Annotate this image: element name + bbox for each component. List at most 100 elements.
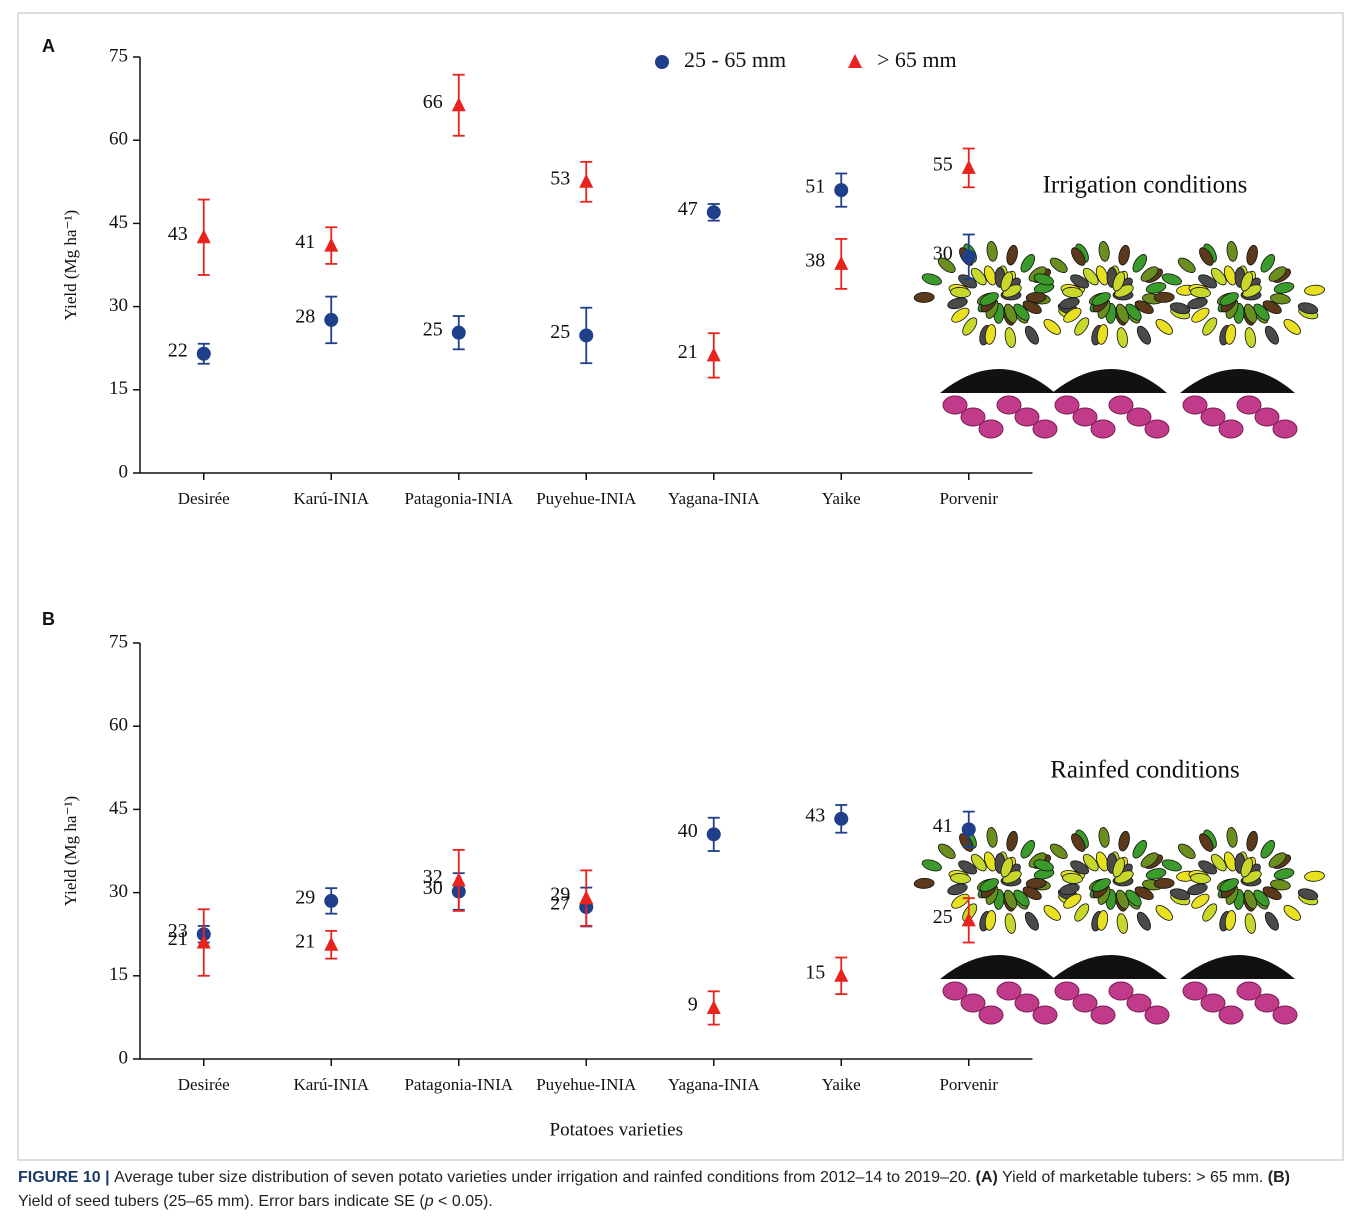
leaf	[1304, 870, 1325, 882]
leaf	[1210, 267, 1227, 286]
leaf	[921, 273, 942, 286]
leaf	[1155, 318, 1173, 335]
leaf	[1062, 873, 1083, 884]
leaf	[1116, 913, 1128, 934]
caption-text: Average tuber size distribution of seven…	[114, 1169, 976, 1186]
leaf	[970, 267, 987, 286]
leaf	[1297, 888, 1319, 901]
value-label: 53	[550, 167, 570, 189]
leaf	[1096, 851, 1109, 872]
leaf	[1190, 287, 1211, 298]
leaf	[958, 860, 978, 875]
caption-text: (A)	[975, 1169, 998, 1186]
value-label: 43	[805, 804, 825, 826]
tuber	[1108, 981, 1134, 1001]
value-label: 21	[168, 928, 188, 950]
value-label: 23	[168, 920, 188, 942]
leaf	[1273, 282, 1295, 294]
leaf	[1260, 840, 1276, 859]
figure-border	[17, 12, 1344, 1161]
x-tick-label: Karú-INIA	[293, 1075, 369, 1094]
tuber	[1236, 395, 1262, 415]
leaf	[1264, 911, 1279, 931]
leaf	[1226, 241, 1238, 262]
tuber	[1254, 993, 1280, 1013]
marker	[706, 827, 721, 842]
leaf	[1096, 324, 1109, 345]
leaf	[1013, 889, 1030, 907]
tuber	[1200, 993, 1226, 1013]
leaf	[1268, 266, 1287, 282]
leaf	[1202, 903, 1218, 922]
value-label: 29	[295, 887, 315, 909]
value-label: 21	[678, 341, 698, 363]
leaf	[986, 827, 998, 848]
leaf	[1153, 877, 1175, 889]
marker	[324, 893, 339, 908]
leaf	[1262, 886, 1282, 900]
y-axis-title: Yield (Mg ha⁻¹)	[61, 210, 80, 320]
leaf	[1091, 292, 1111, 306]
leaf	[1043, 904, 1061, 921]
caption-text: Yield of seed tubers (25–65 mm). Error b…	[18, 1193, 425, 1210]
leaf	[1071, 833, 1086, 852]
leaf	[1091, 878, 1111, 892]
leaf	[1226, 827, 1238, 848]
marker	[451, 97, 466, 112]
legend-label: 25 - 65 mm	[684, 47, 786, 72]
soil	[1052, 369, 1167, 393]
leaf	[937, 257, 956, 273]
leaf	[1082, 853, 1099, 872]
x-tick-label: Patagonia-INIA	[404, 1075, 513, 1094]
caption: FIGURE 10 | Average tuber size distribut…	[18, 1166, 1328, 1214]
leaf	[1063, 893, 1082, 909]
leaf	[1024, 325, 1039, 345]
marker	[451, 325, 466, 340]
leaf	[1161, 273, 1182, 286]
leaf	[1244, 327, 1256, 348]
leaf	[984, 851, 997, 872]
x-tick-label: Yagana-INIA	[668, 1075, 760, 1094]
illustration	[1153, 241, 1325, 439]
leaf	[1219, 878, 1239, 892]
tuber	[942, 395, 968, 415]
tuber	[1032, 1005, 1058, 1025]
marker	[834, 811, 849, 826]
y-tick-label: 30	[109, 295, 128, 316]
leaf	[1244, 303, 1257, 324]
tuber	[978, 419, 1004, 439]
value-label: 30	[933, 242, 953, 264]
leaf	[1199, 833, 1214, 852]
marker	[961, 912, 976, 927]
leaf	[1224, 324, 1237, 345]
x-tick-label: Porvenir	[939, 489, 998, 508]
y-tick-label: 30	[109, 881, 128, 902]
leaf	[1096, 910, 1109, 931]
leaf	[1136, 325, 1151, 345]
marker	[706, 347, 721, 362]
panel-letter: A	[42, 36, 55, 56]
marker	[324, 936, 339, 951]
leaf	[1043, 318, 1061, 335]
leaf	[1112, 271, 1125, 292]
leaf	[1270, 879, 1291, 891]
annotation: Rainfed conditions	[1050, 757, 1240, 784]
leaf	[1000, 271, 1013, 292]
leaf	[1191, 893, 1210, 909]
legend-marker	[848, 54, 862, 68]
leaf	[1210, 853, 1227, 872]
leaf	[1273, 868, 1295, 880]
value-label: 51	[805, 176, 825, 198]
y-axis-title: Yield (Mg ha⁻¹)	[61, 796, 80, 906]
leaf	[1140, 266, 1159, 282]
leaf	[962, 317, 978, 336]
x-tick-label: Yaike	[822, 1075, 861, 1094]
leaf	[1283, 904, 1301, 921]
leaf	[1118, 244, 1130, 266]
leaf	[984, 324, 997, 345]
tuber	[1126, 993, 1152, 1013]
marker	[579, 890, 594, 905]
marker	[834, 183, 849, 198]
leaf	[1240, 857, 1253, 878]
